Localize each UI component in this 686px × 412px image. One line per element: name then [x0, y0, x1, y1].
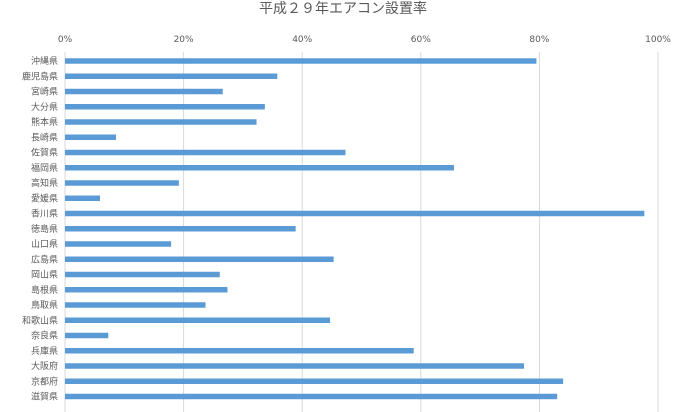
bar [65, 210, 645, 217]
category-label: 和歌山県 [22, 314, 58, 326]
x-tick-label: 40% [292, 35, 312, 45]
category-label: 滋賀県 [31, 391, 58, 403]
category-label: 熊本県 [31, 116, 58, 128]
bars [65, 58, 645, 400]
category-label: 宮崎県 [31, 86, 58, 98]
category-label: 鹿児島県 [22, 70, 58, 82]
x-tick-label: 100% [645, 35, 671, 45]
category-label: 長崎県 [31, 131, 58, 143]
x-tick-labels: 0% 20% 40% 60% 80% 100% [58, 35, 671, 45]
bar [65, 73, 278, 79]
category-label: 島根県 [31, 284, 58, 296]
bar [65, 256, 334, 262]
category-label: 大分県 [31, 101, 58, 113]
bar [65, 88, 223, 95]
bar [65, 180, 179, 186]
bar [65, 134, 116, 140]
category-label: 京都府 [31, 375, 58, 387]
category-label: 徳島県 [31, 223, 58, 235]
bar [65, 271, 220, 278]
bar [65, 226, 296, 232]
category-label: 高知県 [31, 177, 58, 189]
bar [65, 378, 564, 384]
bar [65, 165, 455, 171]
bar [65, 58, 537, 64]
category-label: 愛媛県 [31, 192, 58, 204]
category-label: 山口県 [31, 239, 58, 250]
category-label: 大阪府 [31, 360, 58, 372]
category-label: 香川県 [31, 209, 58, 220]
bar [65, 393, 558, 400]
category-label: 兵庫県 [31, 345, 58, 357]
chart-title: 平成２９年エアコン設置率 [259, 1, 427, 17]
bar [65, 302, 206, 308]
x-tick-label: 20% [174, 35, 194, 45]
bar [65, 348, 414, 354]
bar [65, 149, 346, 156]
bar [65, 241, 172, 247]
category-label: 奈良県 [31, 330, 58, 342]
bar [65, 317, 331, 323]
category-label: 岡山県 [31, 270, 58, 281]
category-label: 佐賀県 [31, 147, 58, 159]
bar [65, 287, 228, 293]
category-label: 鳥取県 [31, 299, 58, 311]
x-tick-label: 60% [411, 35, 431, 45]
bar [65, 104, 265, 110]
category-labels: 沖縄県鹿児島県宮崎県大分県熊本県長崎県佐賀県福岡県高知県愛媛県香川県徳島県山口県… [22, 55, 58, 403]
category-label: 福岡県 [31, 162, 58, 174]
bar [65, 363, 524, 369]
bar [65, 195, 100, 201]
bar [65, 332, 109, 339]
category-label: 沖縄県 [31, 55, 58, 67]
x-tick-label: 0% [58, 35, 73, 45]
x-tick-label: 80% [529, 35, 549, 45]
category-label: 広島県 [31, 253, 58, 265]
bar [65, 119, 257, 125]
